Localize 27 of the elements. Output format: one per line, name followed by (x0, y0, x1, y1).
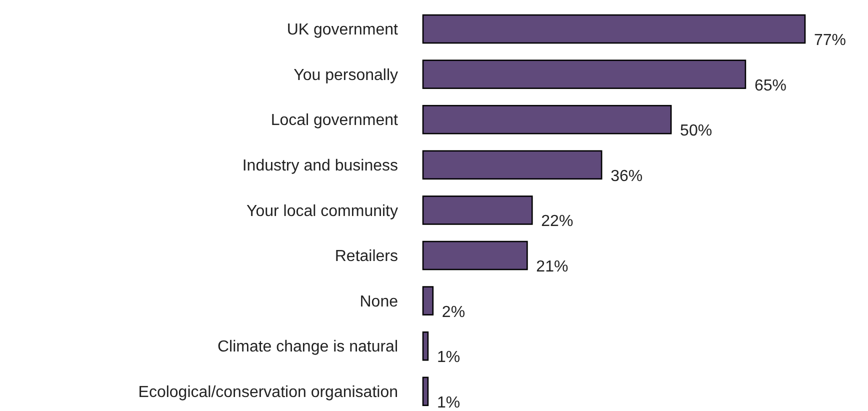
data-label: 2% (442, 304, 466, 321)
y-tick-label: Retailers (334, 248, 398, 266)
data-label: 1% (436, 349, 460, 366)
y-tick-label: UK government (286, 22, 399, 39)
data-label: 77% (814, 32, 846, 49)
y-tick-label: None (360, 293, 398, 310)
data-label: 36% (610, 168, 643, 185)
y-tick-label: You personally (294, 66, 398, 84)
y-tick-label: Industry and business (242, 158, 398, 174)
bar (422, 196, 533, 225)
bar (422, 240, 528, 270)
data-label: 22% (541, 213, 574, 230)
data-label: 65% (754, 77, 786, 94)
bar (422, 331, 429, 361)
bar (422, 286, 434, 316)
data-label: 1% (436, 394, 460, 411)
bar (422, 104, 672, 134)
data-label: 21% (536, 258, 568, 276)
bar (422, 60, 746, 89)
y-tick-label: Ecological/conservation organisation (138, 384, 398, 401)
bar (422, 14, 806, 44)
y-tick-label: Local government (270, 112, 399, 130)
bar (422, 150, 602, 180)
y-tick-label: Your local community (246, 202, 398, 220)
data-label: 50% (680, 122, 712, 140)
bar (422, 376, 429, 406)
y-tick-label: Climate change is natural (217, 338, 398, 356)
